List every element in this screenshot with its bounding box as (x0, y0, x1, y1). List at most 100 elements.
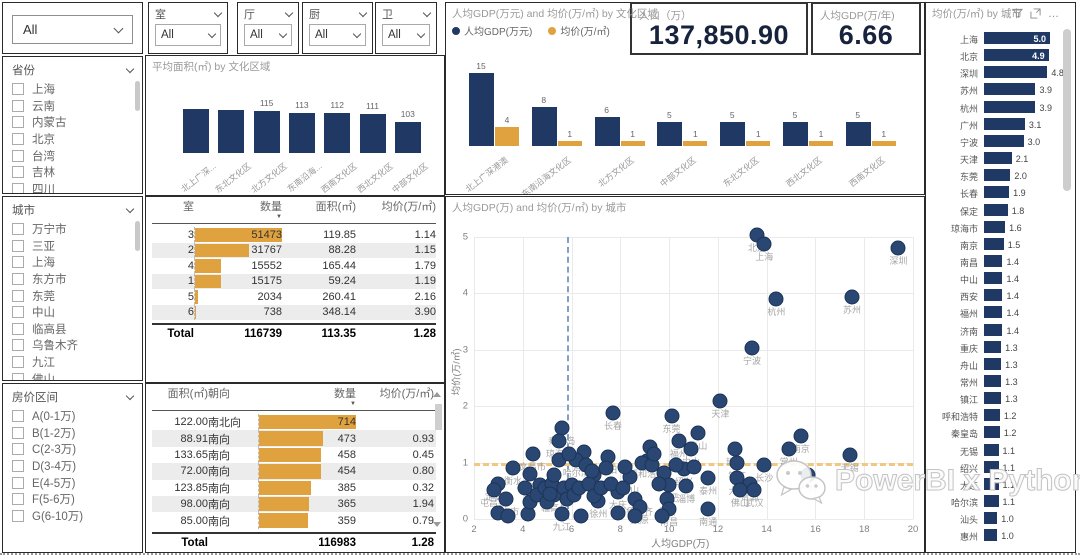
scatter-point[interactable] (700, 470, 716, 486)
slicer-header[interactable]: 室 (155, 7, 223, 21)
bar-row[interactable]: 琼海市 1.6 (930, 220, 1071, 236)
bar[interactable] (984, 443, 999, 456)
table-row[interactable]: 6 738 348.14 3.90 (152, 304, 436, 320)
scatter-point[interactable] (605, 405, 621, 421)
bar-row[interactable]: 中山 1.4 (930, 271, 1071, 287)
bar[interactable] (253, 110, 280, 153)
bar-price[interactable] (746, 141, 771, 146)
bar-price[interactable] (809, 141, 833, 146)
bar[interactable] (394, 121, 421, 153)
scatter-point[interactable] (646, 446, 662, 462)
bar[interactable] (984, 375, 1002, 387)
list-item[interactable]: C(2-3万) (3, 441, 142, 458)
bar-row[interactable]: 南昌 1.4 (930, 254, 1071, 270)
table-row[interactable]: 122.00 南北向 714 (152, 414, 436, 431)
bar-row[interactable]: 舟山 1.3 (930, 357, 1071, 373)
checkbox[interactable] (12, 239, 24, 252)
bar-row[interactable]: 汕头 1.0 (930, 511, 1071, 527)
list-item[interactable]: 中山 (3, 304, 142, 321)
list-item[interactable]: 三亚 (3, 238, 142, 255)
checkbox[interactable] (12, 322, 24, 335)
slicer-header[interactable]: 卫 (382, 7, 432, 21)
scatter-point[interactable] (498, 491, 514, 507)
bar-row[interactable]: 宁波 3.0 (930, 134, 1071, 150)
bar-gdp[interactable] (845, 121, 871, 146)
bar[interactable] (984, 152, 1012, 165)
bar[interactable] (984, 32, 1050, 44)
bar-row[interactable]: 广州 3.1 (930, 117, 1071, 133)
checkbox[interactable] (12, 509, 24, 522)
scatter-point[interactable] (610, 505, 626, 521)
checkbox[interactable] (12, 182, 24, 193)
scatter-point[interactable] (844, 289, 860, 305)
column-header[interactable]: 朝向 (208, 388, 230, 400)
column-header[interactable]: 均价(万/㎡) (381, 201, 436, 213)
checkbox[interactable] (12, 256, 24, 269)
scatter-point[interactable] (542, 486, 558, 502)
column-header[interactable]: 均价(万/㎡) (379, 388, 434, 400)
filter-icon[interactable] (1012, 8, 1023, 19)
bar[interactable] (984, 254, 1003, 267)
bar[interactable] (984, 83, 1036, 96)
slicer-dropdown[interactable]: All (244, 24, 292, 46)
list-item[interactable]: D(3-4万) (3, 458, 142, 475)
table-row[interactable]: 133.65 南向 458 0.45 (152, 446, 436, 464)
province-header[interactable]: 省份 (3, 57, 142, 81)
list-item[interactable]: 吉林 (3, 164, 142, 181)
checkbox[interactable] (12, 460, 24, 473)
checkbox[interactable] (12, 289, 24, 302)
bar-gdp[interactable] (531, 107, 557, 146)
scatter-point[interactable] (683, 441, 699, 456)
checkbox[interactable] (12, 372, 24, 380)
bar-row[interactable]: 镇江 1.3 (930, 391, 1071, 407)
scatter-point[interactable] (651, 476, 667, 492)
bar-row[interactable]: 秦皇岛 1.2 (930, 425, 1071, 441)
checkbox[interactable] (12, 116, 24, 129)
table-row[interactable]: 3 51473 119.85 1.14 (152, 227, 436, 243)
checkbox[interactable] (12, 493, 24, 506)
bar[interactable] (324, 113, 351, 153)
scatter-point[interactable] (756, 457, 772, 473)
bar-row[interactable]: 北京 4.9 (930, 48, 1071, 64)
bar[interactable] (984, 460, 999, 473)
column-header[interactable]: 数量 ▼ (260, 201, 282, 220)
bar[interactable] (984, 237, 1004, 250)
bar-price[interactable] (683, 141, 708, 146)
scatter-point[interactable] (690, 425, 706, 441)
bar[interactable] (984, 100, 1036, 113)
bar[interactable] (984, 392, 1002, 405)
checkbox[interactable] (12, 273, 24, 286)
bar-row[interactable]: 西安 1.4 (930, 288, 1071, 304)
list-item[interactable]: 北京 (3, 131, 142, 148)
scatter-point[interactable] (729, 455, 745, 471)
list-item[interactable]: A(0-1万) (3, 408, 142, 425)
scatter-point[interactable] (554, 420, 570, 436)
scatter-point[interactable] (500, 508, 516, 524)
list-item[interactable]: G(6-10万) (3, 508, 142, 525)
table-row[interactable]: 123.85 南向 385 0.32 (152, 479, 436, 496)
checkbox[interactable] (12, 339, 24, 352)
bar-gdp[interactable] (720, 121, 746, 146)
list-item[interactable]: 内蒙古 (3, 114, 142, 131)
bar-row[interactable]: 东莞 2.0 (930, 168, 1071, 184)
slicer-header[interactable]: 厨 (309, 7, 368, 21)
bar-gdp[interactable] (469, 73, 494, 146)
scatter-point[interactable] (732, 482, 748, 498)
table-row[interactable]: 88.91 南向 473 0.93 (152, 430, 436, 447)
bar[interactable] (984, 512, 998, 525)
table-row[interactable]: 4 15552 165.44 1.79 (152, 258, 436, 274)
list-item[interactable]: E(4-5万) (3, 474, 142, 491)
scatter-point[interactable] (668, 457, 684, 473)
scatter-point[interactable] (598, 460, 614, 476)
bar-gdp[interactable] (657, 121, 683, 146)
slicer-dropdown[interactable]: All (382, 24, 430, 46)
scatter-point[interactable] (573, 508, 589, 524)
scatter-point[interactable] (800, 467, 816, 483)
checkbox[interactable] (12, 83, 24, 96)
checkbox[interactable] (12, 223, 24, 236)
bar-row[interactable]: 保定 1.8 (930, 203, 1071, 219)
scatter-point[interactable] (554, 506, 570, 522)
checkbox[interactable] (12, 443, 24, 456)
bar-price[interactable] (871, 141, 896, 146)
bar-row[interactable]: 深圳 4.8 (930, 65, 1071, 81)
